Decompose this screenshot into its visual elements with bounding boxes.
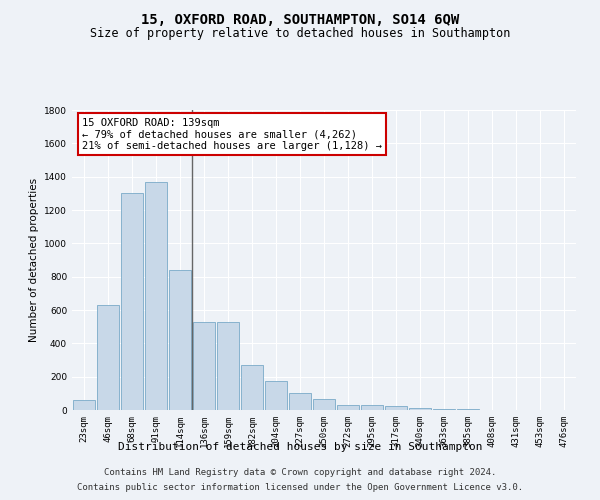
Text: 15, OXFORD ROAD, SOUTHAMPTON, SO14 6QW: 15, OXFORD ROAD, SOUTHAMPTON, SO14 6QW <box>141 12 459 26</box>
Bar <box>217 322 239 410</box>
Bar <box>289 394 311 410</box>
Text: 15 OXFORD ROAD: 139sqm
← 79% of detached houses are smaller (4,262)
21% of semi-: 15 OXFORD ROAD: 139sqm ← 79% of detached… <box>82 118 382 150</box>
Bar <box>313 399 335 410</box>
Bar <box>337 405 359 410</box>
Bar <box>409 408 431 410</box>
Bar <box>169 270 191 410</box>
Bar <box>265 381 287 410</box>
Y-axis label: Number of detached properties: Number of detached properties <box>29 178 38 342</box>
Text: Contains HM Land Registry data © Crown copyright and database right 2024.: Contains HM Land Registry data © Crown c… <box>104 468 496 477</box>
Bar <box>241 365 263 410</box>
Text: Size of property relative to detached houses in Southampton: Size of property relative to detached ho… <box>90 28 510 40</box>
Text: Distribution of detached houses by size in Southampton: Distribution of detached houses by size … <box>118 442 482 452</box>
Bar <box>193 322 215 410</box>
Bar <box>385 406 407 410</box>
Bar <box>433 408 455 410</box>
Bar <box>121 194 143 410</box>
Bar <box>145 182 167 410</box>
Bar <box>97 305 119 410</box>
Bar <box>73 400 95 410</box>
Text: Contains public sector information licensed under the Open Government Licence v3: Contains public sector information licen… <box>77 483 523 492</box>
Bar <box>361 405 383 410</box>
Bar <box>457 409 479 410</box>
